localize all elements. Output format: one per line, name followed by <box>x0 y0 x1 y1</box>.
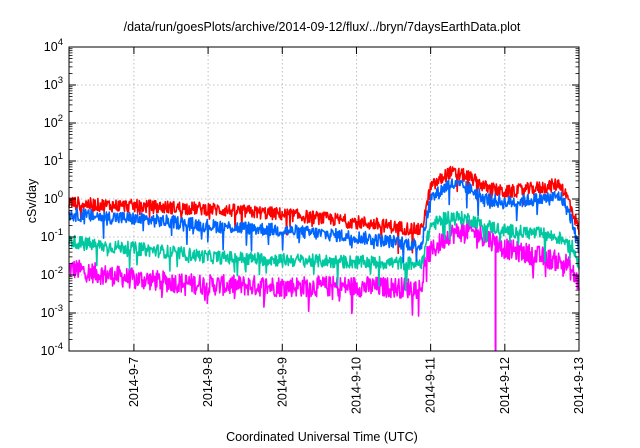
y-tick-label: 102 <box>44 113 63 130</box>
chart-title: /data/run/goesPlots/archive/2014-09-12/f… <box>124 20 521 34</box>
y-tick-label: 10-4 <box>41 341 63 358</box>
x-tick-label: 2014-9-9 <box>275 357 289 407</box>
x-tick-label: 2014-9-13 <box>572 357 586 414</box>
y-tick-label: 10-1 <box>41 227 63 244</box>
y-tick-label: 103 <box>44 75 63 92</box>
y-tick-label: 100 <box>44 189 63 206</box>
grid <box>69 47 579 351</box>
series-line-4 <box>68 178 580 263</box>
x-tick-label: 2014-9-8 <box>201 357 215 407</box>
x-tick-label: 2014-9-12 <box>498 357 512 414</box>
x-axis: 2014-9-7 2014-9-8 2014-9-9 2014-9-10 2014-9-… <box>127 47 586 414</box>
y-axis-label: cSv/day <box>25 178 39 223</box>
y-tick-label: 10-2 <box>41 265 63 282</box>
y-tick-label: 101 <box>44 151 63 168</box>
x-tick-label: 2014-9-10 <box>349 357 363 414</box>
series-line-1 <box>68 219 580 317</box>
y-tick-label: 10-3 <box>41 303 63 320</box>
series-group <box>68 165 580 351</box>
x-axis-label: Coordinated Universal Time (UTC) <box>226 430 418 444</box>
y-tick-label: 104 <box>44 37 63 54</box>
series-line-2 <box>68 165 580 255</box>
y-axis: 10-4 10-3 10-2 10-1 100 101 102 103 104 <box>41 37 579 358</box>
x-tick-label: 2014-9-11 <box>424 357 438 413</box>
x-tick-label: 2014-9-7 <box>127 357 141 407</box>
series-line-3 <box>68 210 580 292</box>
